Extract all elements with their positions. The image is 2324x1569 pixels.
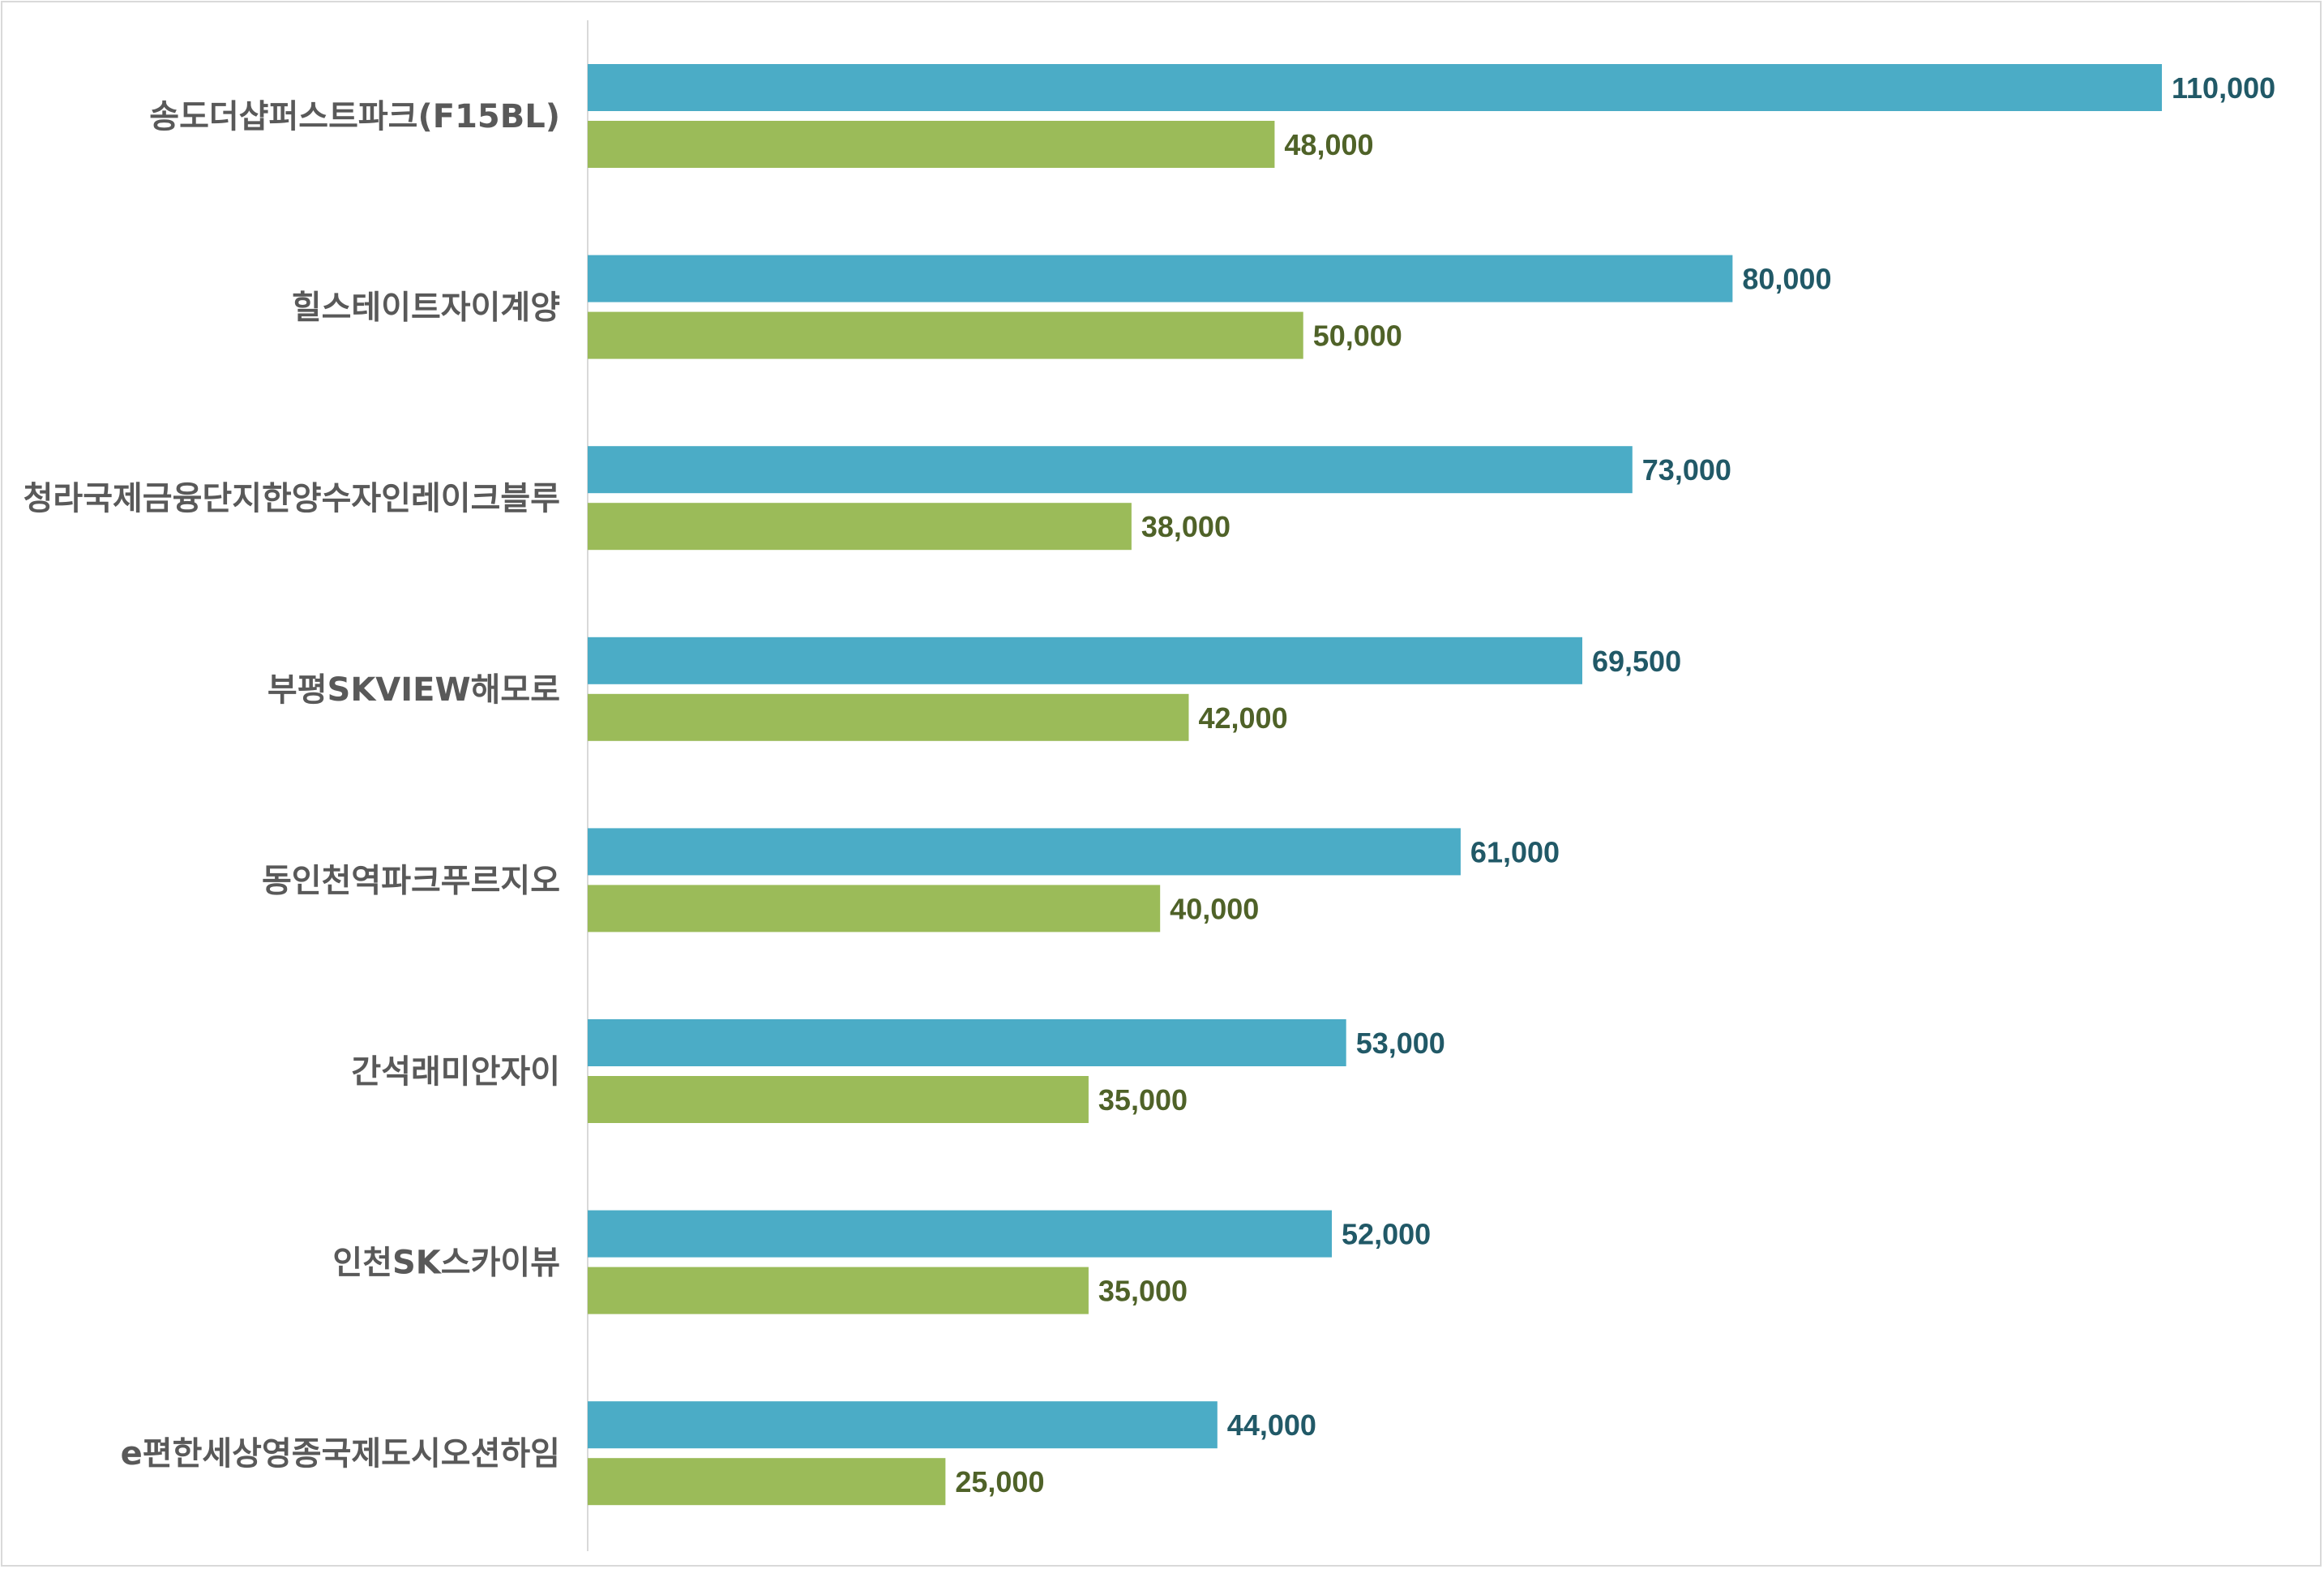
bar-series-b [588,885,1161,932]
bar-series-a [588,1019,1346,1066]
category-label: e편한세상영종국제도시오션하임 [121,1435,560,1473]
data-label-series-b: 38,000 [1141,510,1230,543]
category-label: 동인천역파크푸르지오 [262,862,560,899]
data-label-series-a: 61,000 [1470,835,1560,868]
data-label-series-b: 35,000 [1098,1275,1188,1308]
data-label-series-b: 42,000 [1198,701,1287,735]
bar-series-b [588,121,1275,168]
bar-series-a [588,1401,1218,1449]
bar-series-a [588,637,1582,684]
data-label-series-a: 44,000 [1227,1408,1316,1442]
bar-series-a [588,828,1461,876]
bar-series-b [588,1076,1089,1123]
data-label-series-b: 48,000 [1284,128,1373,161]
bar-series-a [588,255,1733,302]
data-label-series-a: 53,000 [1356,1027,1445,1060]
category-label: 송도더샵퍼스트파크(F15BL) [149,98,560,135]
bar-series-b [588,1458,946,1506]
data-label-series-a: 80,000 [1742,263,1831,296]
data-label-series-b: 50,000 [1313,319,1402,353]
category-label: 간석래미안자이 [351,1053,560,1091]
bar-series-b [588,693,1189,741]
data-label-series-b: 40,000 [1170,892,1259,925]
bar-series-b [588,1267,1089,1314]
data-label-series-b: 35,000 [1098,1083,1188,1117]
bar-series-a [588,1210,1333,1258]
bar-series-b [588,311,1303,359]
category-label: 청라국제금융단지한양수자인레이크블루 [24,480,560,517]
data-label-series-a: 52,000 [1342,1218,1431,1251]
bar-series-b [588,503,1132,551]
data-label-series-a: 110,000 [2172,71,2275,105]
category-label: 부평SKVIEW해모로 [267,671,560,709]
category-label: 힐스테이트자이계양 [292,289,560,327]
category-label: 인천SK스카이뷰 [332,1245,560,1282]
data-label-series-a: 73,000 [1642,453,1731,487]
bar-series-a [588,64,2162,111]
bar-series-a [588,446,1633,494]
data-label-series-b: 25,000 [955,1465,1044,1498]
data-label-series-a: 69,500 [1592,645,1681,678]
